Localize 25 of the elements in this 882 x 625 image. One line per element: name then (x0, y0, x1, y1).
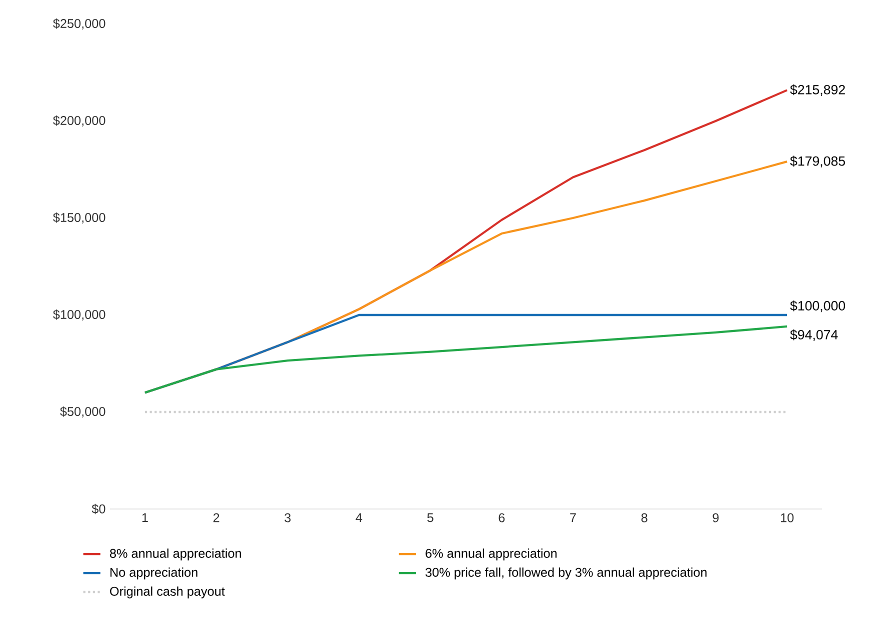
legend-label: 8% annual appreciation (110, 548, 241, 560)
x-tick-label: 6 (498, 513, 505, 522)
x-tick-label: 4 (356, 513, 362, 522)
x-tick-label: 10 (780, 513, 794, 522)
y-tick-label: $250,000 (53, 18, 106, 30)
y-tick-label: $200,000 (53, 115, 106, 127)
data-label: $179,085 (790, 156, 846, 168)
legend-label: No appreciation (110, 568, 198, 580)
x-tick-label: 9 (712, 513, 719, 522)
x-tick-label: 3 (284, 513, 291, 522)
x-tick-label: 1 (142, 513, 148, 522)
legend-label: 6% annual appreciation (426, 548, 557, 560)
data-label: $94,074 (790, 329, 838, 342)
y-tick-label: $0 (92, 504, 106, 514)
legend-label: Original cash payout (110, 586, 225, 598)
legend-label: 30% price fall, followed by 3% annual appreciation (426, 568, 707, 580)
data-label: $215,892 (790, 84, 845, 96)
x-tick-label: 2 (213, 513, 220, 522)
x-tick-label: 7 (570, 513, 576, 522)
y-tick-label: $50,000 (60, 406, 106, 418)
x-tick-label: 5 (427, 513, 434, 522)
x-tick-label: 8 (641, 513, 648, 522)
y-tick-label: $150,000 (53, 212, 106, 224)
y-tick-label: $100,000 (53, 309, 106, 321)
data-label: $100,000 (790, 300, 846, 312)
